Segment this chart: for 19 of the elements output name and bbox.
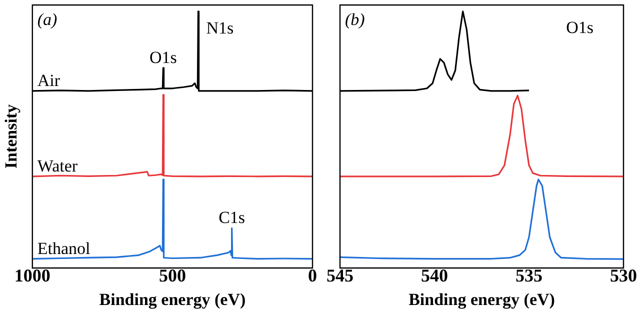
x-axis-title: Binding energy (eV) — [99, 290, 246, 310]
x-tick-label: 545 — [326, 265, 354, 286]
annotation: O1s — [566, 18, 594, 37]
x-tick-label: 535 — [516, 265, 542, 286]
annotation: (b) — [345, 10, 366, 29]
x-tick-label: 1000 — [14, 265, 50, 286]
annotation: C1s — [218, 208, 246, 228]
series-label: Air — [37, 70, 60, 90]
y-axis-title: Intensity — [2, 104, 21, 169]
annotation: N1s — [206, 18, 234, 38]
annotation: (a) — [37, 10, 58, 29]
x-axis-title: Binding energy (eV) — [408, 290, 555, 310]
x-tick-label: 530 — [610, 265, 637, 286]
x-tick-label: 0 — [308, 265, 317, 286]
series-label: Water — [37, 156, 78, 176]
x-tick-label: 500 — [158, 265, 186, 286]
series-label: Ethanol — [37, 238, 91, 258]
x-tick-label: 540 — [421, 265, 448, 286]
annotation: O1s — [150, 48, 177, 67]
